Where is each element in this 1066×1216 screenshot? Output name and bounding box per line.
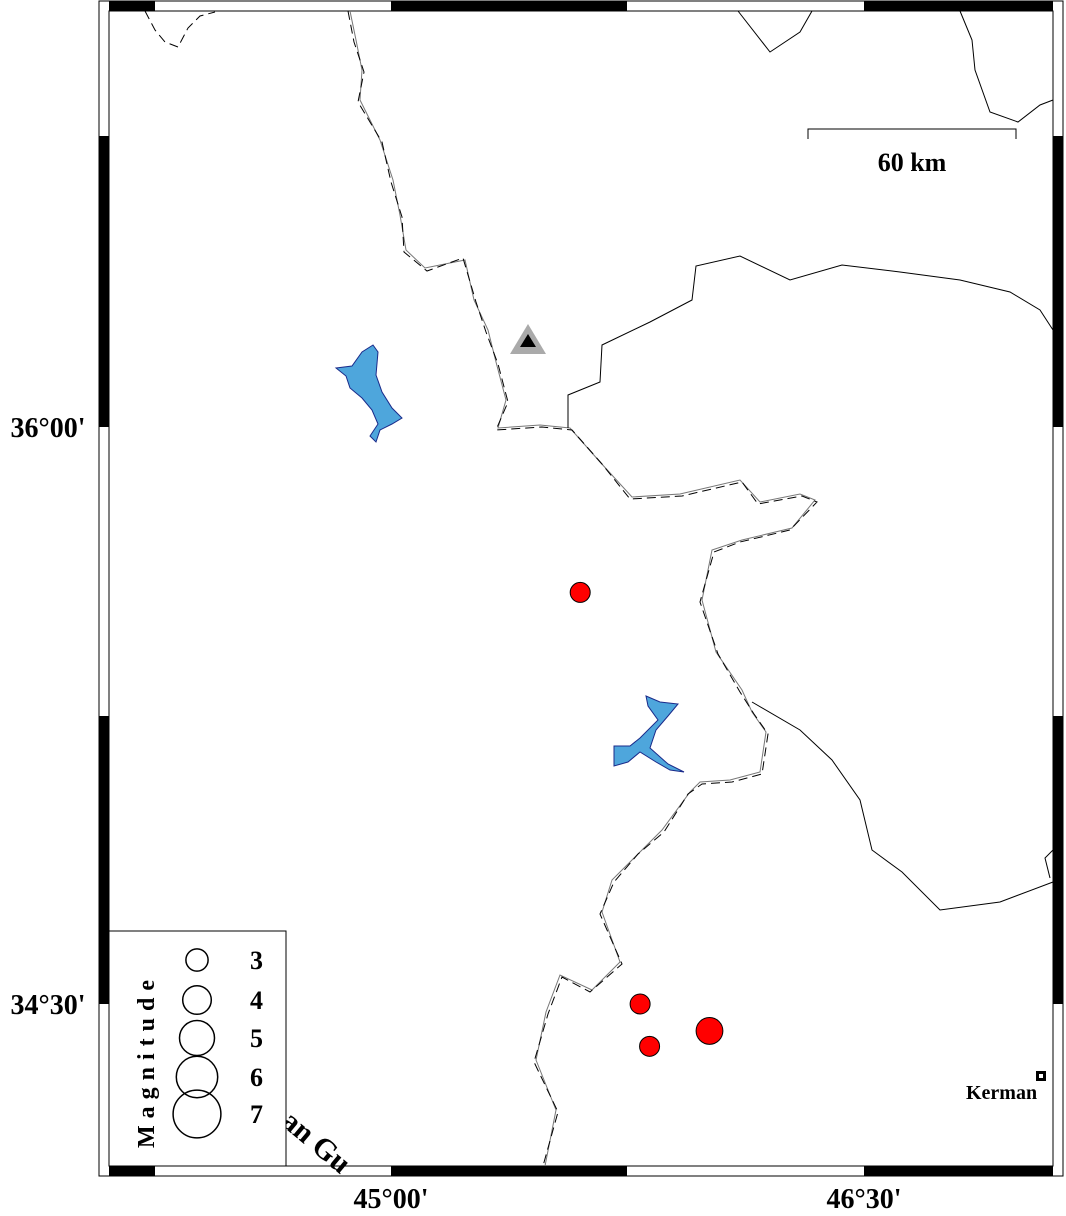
province-boundary [349,10,816,1167]
station-triangle-icon [510,324,546,354]
province-boundary [1044,849,1054,879]
legend-symbol [181,984,213,1016]
city-label-kerman: Kerman [966,1082,1037,1104]
lat-label-34-30: 34°30' [11,990,86,1021]
legend-label: 6 [250,1063,263,1092]
lakes [334,344,685,773]
legend: Magnitude 3 4 5 6 7 [108,930,287,1167]
earthquake-events [569,581,724,1057]
earthquake-event [629,993,651,1015]
scale-bar [807,128,1017,139]
lon-label-46-30: 46°30' [827,1184,902,1215]
province-boundary [751,701,1054,911]
province-boundary [737,10,813,53]
earthquake-event [695,1017,724,1045]
legend-symbol [172,1089,222,1139]
province-boundary [567,255,1054,428]
legend-label: 4 [250,986,263,1015]
legend-label: 7 [250,1100,263,1129]
international-border [347,10,818,1167]
international-border [144,10,216,48]
lon-label-45-00: 45°00' [354,1184,429,1215]
lake-darbandikhan [613,695,685,773]
legend-title: Magnitude [134,973,160,1148]
scale-bar-label: 60 km [878,148,947,177]
legend-label: 3 [250,946,263,975]
legend-symbol [185,948,209,972]
province-boundary [959,10,1054,123]
boundaries [144,10,1054,1167]
legend-symbol [178,1019,216,1057]
earthquake-event [569,581,591,603]
lat-label-36-00: 36°00' [11,413,86,444]
lake-dukan [334,344,403,443]
earthquake-event [639,1035,661,1057]
legend-symbol [175,1055,219,1099]
legend-label: 5 [250,1024,263,1053]
